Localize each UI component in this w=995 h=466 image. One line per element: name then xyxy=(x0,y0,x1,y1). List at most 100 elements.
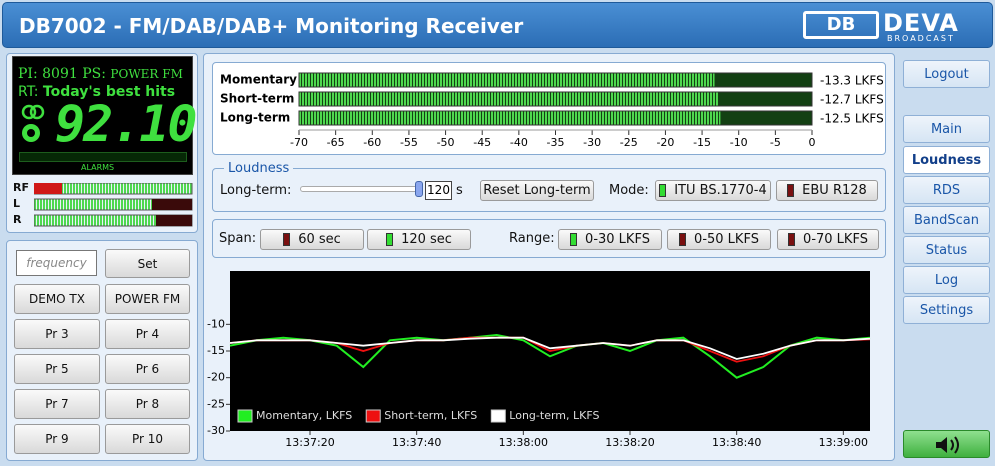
meter-label: R xyxy=(13,213,22,226)
range-button[interactable]: 0-50 LKFS xyxy=(667,229,771,250)
series-line xyxy=(229,336,871,360)
rt: Today's best hits xyxy=(42,84,176,100)
nav-item[interactable]: BandScan xyxy=(903,206,990,234)
preset-button[interactable]: DEMO TX xyxy=(14,284,100,314)
level-meters xyxy=(34,183,193,227)
header: DB7002 - FM/DAB/DAB+ Monitoring Receiver… xyxy=(2,2,993,48)
indicator xyxy=(570,233,578,246)
preset-button[interactable]: Pr 10 xyxy=(105,424,190,454)
x-tick-label: 13:38:40 xyxy=(712,436,761,449)
indicator xyxy=(386,233,394,246)
range: 0-50 LKFS xyxy=(694,232,759,247)
mode-button[interactable]: ITU BS.1770-4 xyxy=(655,180,771,201)
mode: EBU R128 xyxy=(802,183,867,198)
long-term-label: Long-term: xyxy=(220,183,292,198)
x-tick-label: -10 xyxy=(730,136,748,149)
preset-button[interactable]: Pr 4 xyxy=(105,319,190,349)
value-label: -13.3 LKFS xyxy=(820,74,884,88)
legend-label: Long-term, LKFS xyxy=(509,409,599,422)
nav-item[interactable]: Status xyxy=(903,236,990,264)
logo-sub: BROADCAST xyxy=(887,34,955,43)
legend-label: Momentary, LKFS xyxy=(256,409,352,422)
pi-label: PI: xyxy=(18,66,38,82)
value-label: -12.7 LKFS xyxy=(820,93,884,107)
nav-item[interactable]: Main xyxy=(903,115,990,143)
long-term-input[interactable]: 120 xyxy=(425,181,452,200)
x-tick-label: -5 xyxy=(770,136,781,149)
y-tick-label: -25 xyxy=(207,397,225,410)
legend-swatch xyxy=(490,409,506,423)
loudness-legend: Loudness xyxy=(224,161,294,176)
rt-row: RT: Today's best hits xyxy=(18,84,175,100)
preset-button[interactable]: Pr 7 xyxy=(14,389,100,419)
x-tick-label: 13:37:20 xyxy=(285,436,334,449)
alarms: ALARMS xyxy=(81,163,115,172)
x-tick-label: 13:38:20 xyxy=(605,436,654,449)
span: 60 sec xyxy=(298,232,341,247)
rt-label: RT: xyxy=(18,84,39,100)
preset-button[interactable]: Pr 9 xyxy=(14,424,100,454)
legend-label: Short-term, LKFS xyxy=(384,409,477,422)
x-tick-label: -20 xyxy=(656,136,674,149)
meter-label: RF xyxy=(13,181,29,194)
audio-button[interactable] xyxy=(903,430,990,458)
x-tick-label: -30 xyxy=(583,136,601,149)
preset-button[interactable]: Pr 8 xyxy=(105,389,190,419)
meter-bar xyxy=(299,92,719,106)
nav-item[interactable]: RDS xyxy=(903,176,990,204)
x-tick-label: -40 xyxy=(510,136,528,149)
loudness-chart: -10 -15 -20 -25 -30 13:37:20 13:37:40 13:38:00 1… xyxy=(207,271,871,449)
legend-swatch xyxy=(237,409,253,423)
range-label: Range: xyxy=(509,231,555,246)
stereo-icons xyxy=(21,104,45,142)
preset-button[interactable]: Pr 5 xyxy=(14,354,100,384)
meter-label: L xyxy=(13,197,21,210)
indicator xyxy=(787,184,795,197)
y-tick-label: -20 xyxy=(207,371,225,384)
slider-thumb[interactable] xyxy=(415,181,423,197)
span: 120 sec xyxy=(401,232,452,247)
preset-button[interactable]: POWER FM xyxy=(105,284,190,314)
span-button[interactable]: 60 sec xyxy=(260,229,364,250)
reset-button[interactable]: Reset Long-term xyxy=(480,180,594,201)
set-button[interactable]: Set xyxy=(105,249,190,278)
indicator xyxy=(659,184,667,197)
loudness-meter: Momentary -13.3 LKFS Short-term -12.7 LKFS L… xyxy=(220,72,884,149)
range: 0-70 LKFS xyxy=(803,232,868,247)
y-tick-label: -30 xyxy=(207,424,225,437)
y-tick-label: -15 xyxy=(207,344,225,357)
meter-bar xyxy=(299,73,715,87)
preset-button[interactable]: Pr 6 xyxy=(105,354,190,384)
x-tick-label: 13:38:00 xyxy=(499,436,548,449)
unit: s xyxy=(456,183,463,198)
indicator xyxy=(788,233,796,246)
slider-track[interactable] xyxy=(300,186,420,192)
x-tick-label: 13:39:00 xyxy=(819,436,868,449)
category-label: Short-term xyxy=(220,92,294,106)
mode-button[interactable]: EBU R128 xyxy=(776,180,878,201)
meter-border xyxy=(298,91,813,107)
x-tick-label: -15 xyxy=(693,136,711,149)
indicator xyxy=(679,233,687,246)
x-tick-label: 13:37:40 xyxy=(392,436,441,449)
x-tick-label: -55 xyxy=(400,136,418,149)
span-button[interactable]: 120 sec xyxy=(367,229,471,250)
preset-button[interactable]: Pr 3 xyxy=(14,319,100,349)
frequency-input[interactable]: frequency xyxy=(16,250,97,276)
category-label: Long-term xyxy=(220,111,290,125)
x-tick-label: -50 xyxy=(437,136,455,149)
frequency: 92.10 xyxy=(55,95,198,153)
category-label: Momentary xyxy=(220,73,297,87)
range-button[interactable]: 0-70 LKFS xyxy=(777,229,879,250)
nav-item[interactable]: Log xyxy=(903,266,990,294)
nav-item[interactable]: Logout xyxy=(903,60,990,88)
pi: 8091 xyxy=(42,66,78,82)
ps-label: PS: xyxy=(82,66,106,82)
range-button[interactable]: 0-30 LKFS xyxy=(558,229,662,250)
x-tick-label: -65 xyxy=(327,136,345,149)
nav-item[interactable]: Settings xyxy=(903,296,990,324)
nav-item[interactable]: Loudness xyxy=(903,146,990,174)
span-label: Span: xyxy=(219,231,257,246)
logo: DEVA xyxy=(883,9,959,37)
